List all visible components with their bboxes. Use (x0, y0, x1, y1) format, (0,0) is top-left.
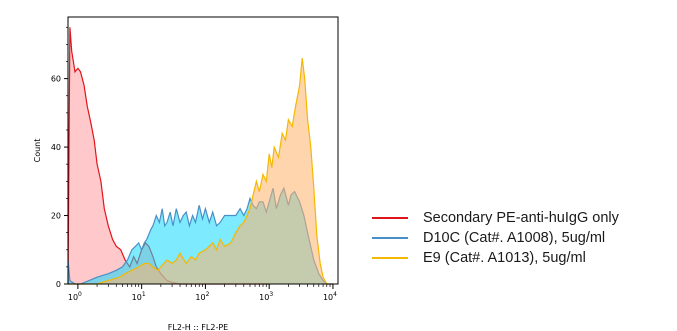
plot-frame (67, 16, 339, 285)
series-line-e9 (68, 58, 333, 285)
legend-item-e9: E9 (Cat#. A1013), 5ug/ml (372, 248, 619, 268)
legend-swatch-e9 (372, 257, 408, 259)
legend-label-secondary: Secondary PE-anti-huIgG only (423, 210, 619, 226)
x-tick-label: 103 (259, 291, 273, 302)
series-area-secondary (68, 27, 270, 285)
y-tick-label: 60 (51, 75, 61, 84)
x-tick-label: 102 (195, 291, 209, 302)
axes-layer: 0 20 40 60 100 101 102 103 104 (51, 26, 337, 302)
legend: Secondary PE-anti-huIgG only D10C (Cat#.… (372, 208, 619, 268)
x-axis-title: FL2-H :: FL2-PE (168, 323, 228, 331)
legend-label-d10c: D10C (Cat#. A1008), 5ug/ml (423, 230, 606, 246)
x-tick-label: 104 (323, 291, 337, 302)
legend-item-d10c: D10C (Cat#. A1008), 5ug/ml (372, 228, 619, 248)
y-tick-label: 40 (51, 143, 61, 152)
series-layer (67, 27, 333, 285)
x-tick-label: 100 (68, 291, 82, 302)
legend-swatch-d10c (372, 237, 408, 239)
y-tick-label: 0 (56, 280, 61, 289)
legend-item-secondary: Secondary PE-anti-huIgG only (372, 208, 619, 228)
legend-swatch-secondary (372, 217, 408, 219)
x-tick-label: 101 (132, 291, 146, 302)
series-area-e9 (68, 58, 333, 284)
legend-label-e9: E9 (Cat#. A1013), 5ug/ml (423, 250, 586, 266)
y-tick-label: 20 (51, 212, 61, 221)
y-axis-title: Count (33, 139, 42, 163)
